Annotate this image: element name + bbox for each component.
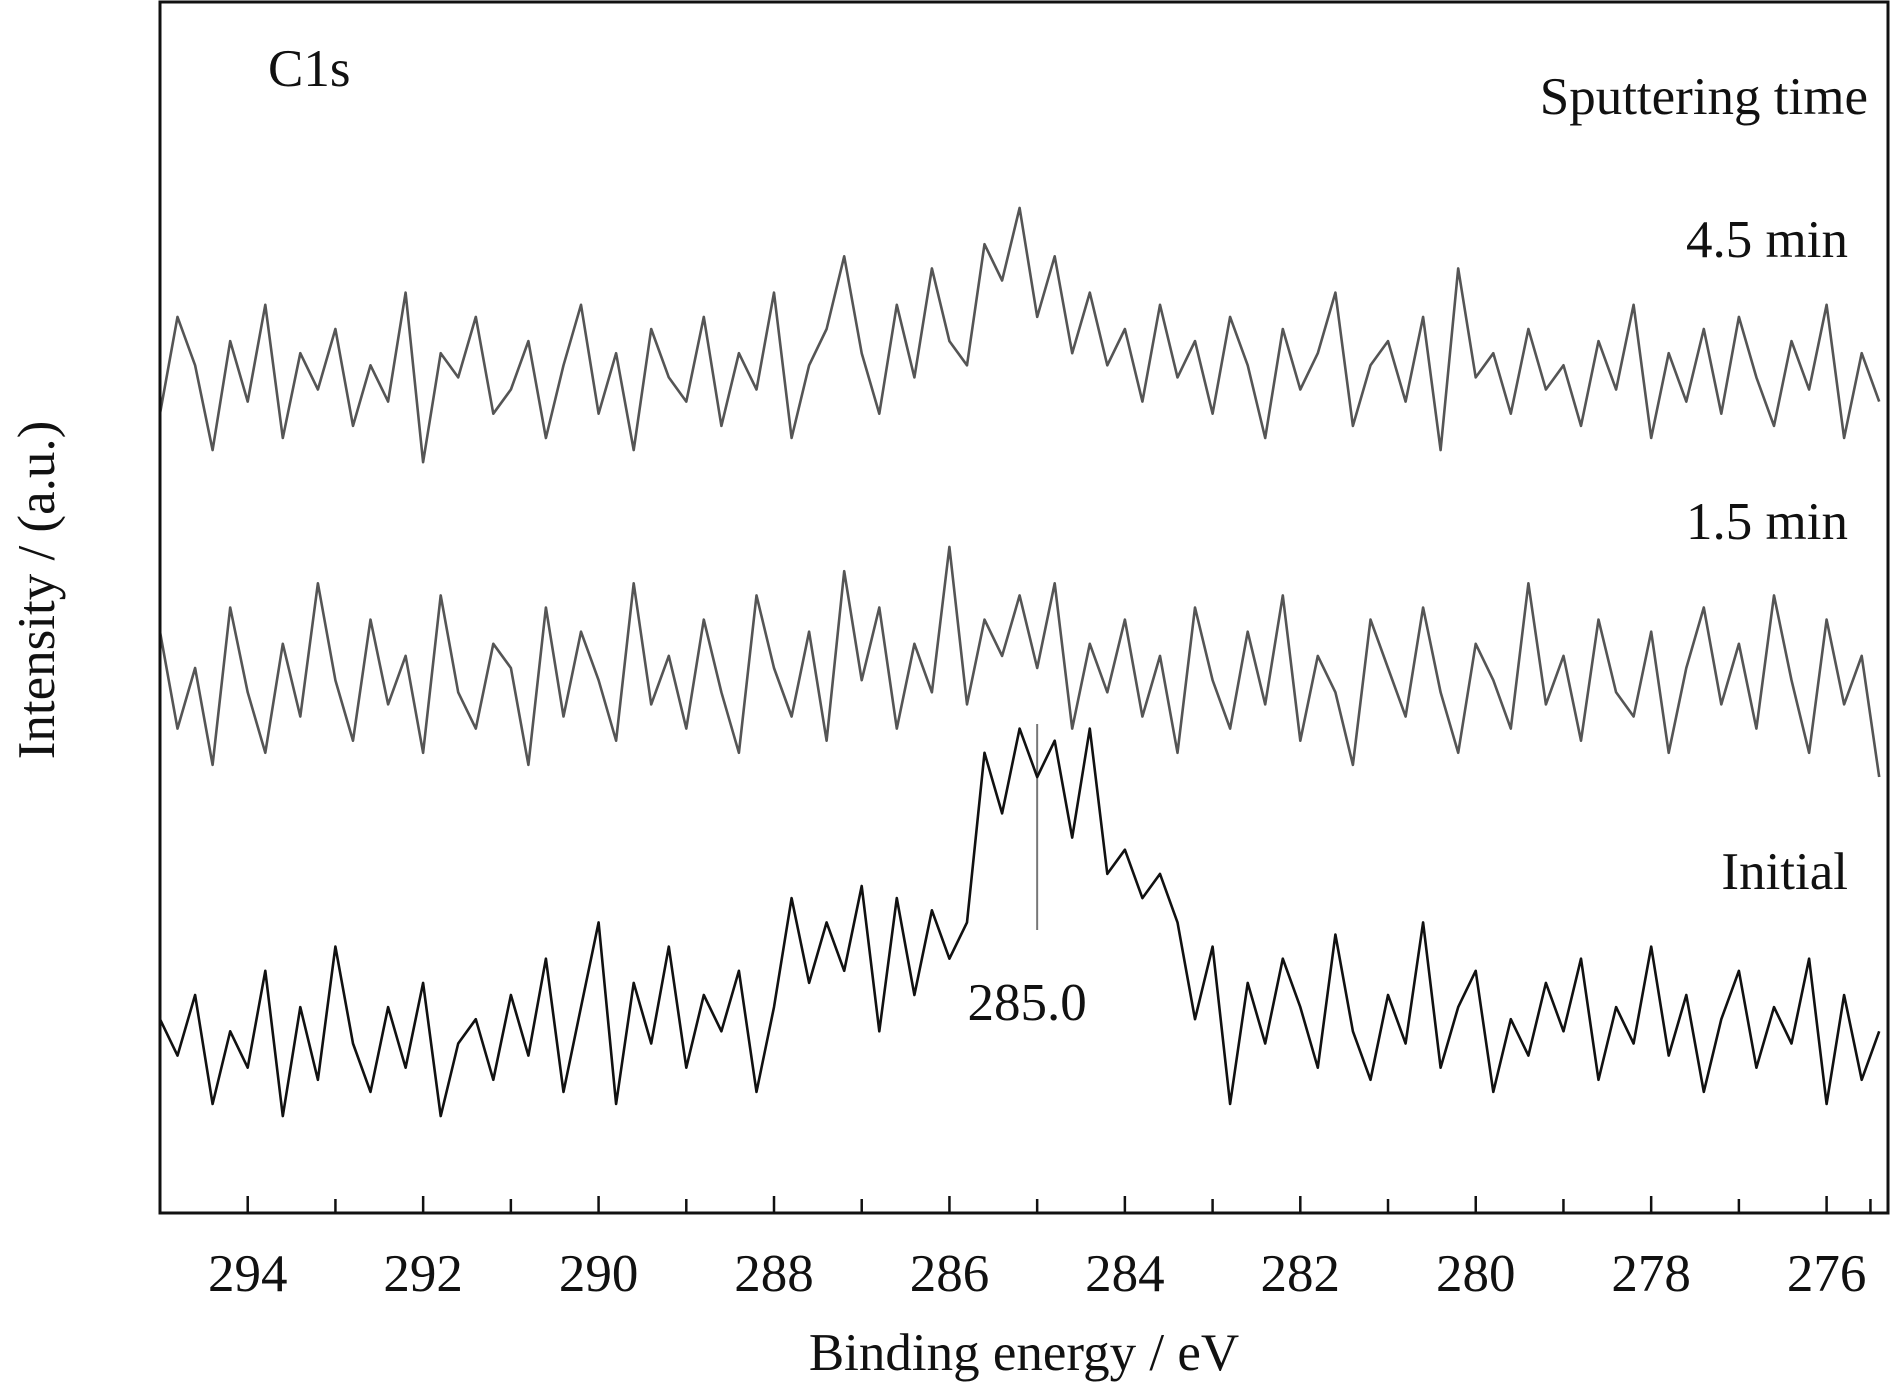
x-tick-label: 276 [1787, 1245, 1867, 1303]
x-tick-label: 290 [559, 1245, 639, 1303]
x-tick-label: 278 [1611, 1245, 1691, 1303]
plot-frame [158, 0, 1890, 1215]
series-label: 1.5 min [1686, 493, 1848, 551]
x-tick-label: 284 [1085, 1245, 1165, 1303]
x-tick-label: 286 [910, 1245, 990, 1303]
x-tick-label: 282 [1261, 1245, 1341, 1303]
annotation: 285.0 [968, 974, 1087, 1032]
x-tick-label: 288 [734, 1245, 814, 1303]
x-tick-label: 292 [383, 1245, 463, 1303]
chart-title: C1s [268, 40, 350, 98]
series-label: Initial [1721, 843, 1848, 901]
x-tick-label: 294 [208, 1245, 288, 1303]
series-label: 4.5 min [1686, 211, 1848, 269]
spectrum-line [158, 727, 1881, 1118]
spectrum-line [158, 545, 1881, 778]
spectrum-line [158, 206, 1881, 464]
y-axis-label: Intensity / (a.u.) [8, 421, 66, 760]
x-tick-label: 280 [1436, 1245, 1516, 1303]
x-axis-label: Binding energy / eV [809, 1324, 1239, 1382]
legend-title: Sputtering time [1540, 68, 1868, 126]
